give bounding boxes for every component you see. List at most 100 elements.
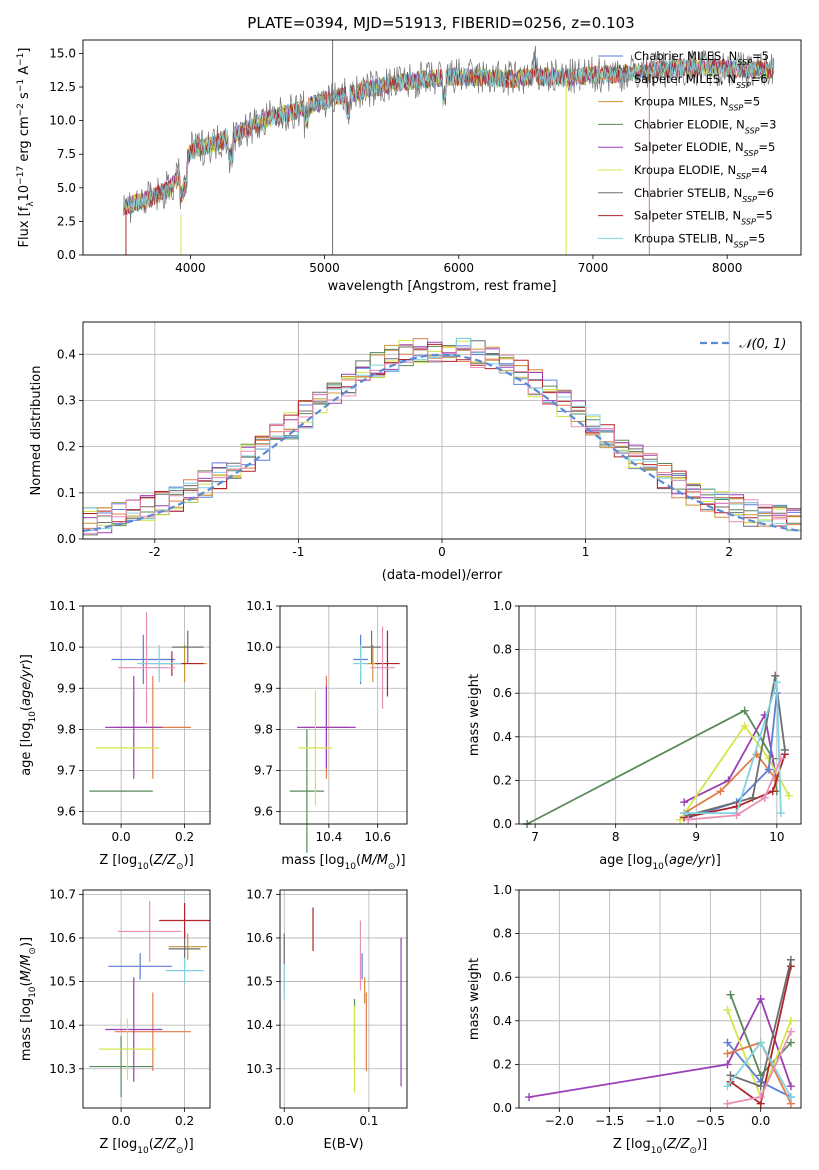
legend-entry-value: =6	[757, 186, 774, 200]
y-axis-label-part: M/M	[19, 955, 34, 982]
legend-entry-text: Kroupa ELODIE, N	[634, 163, 736, 177]
x-tick-label: 9	[692, 830, 700, 844]
y-tick-label: 2.5	[57, 214, 76, 228]
x-tick-label: 10.6	[364, 830, 391, 844]
axes-z-weight: −2.0 −1.5 −1.0 −0.5 0.0 0.0 0.2 0.4 0.6 0.8 1.0 Z […	[467, 883, 802, 1156]
y-tick-label: 15.0	[49, 46, 76, 60]
weight-marker	[780, 745, 789, 754]
y-tick-label: 0.0	[493, 1101, 512, 1115]
weight-marker	[784, 791, 793, 800]
legend-entry: Chabrier STELIB, NSSP=6	[634, 186, 774, 204]
x-axis-label: age [log10(age/yr)]	[599, 853, 721, 872]
y-tick-label: 10.0	[49, 640, 76, 654]
x-axis-label-part: (	[356, 853, 361, 868]
legend-entry-text: Chabrier ELODIE, N	[634, 117, 745, 131]
x-axis-label-part: wavelength [Angstrom, rest frame]	[328, 279, 557, 294]
x-tick-label: 7	[531, 830, 539, 844]
y-axis-label-part: 10	[17, 185, 32, 202]
y-tick-label: 9.6	[57, 805, 76, 819]
weight-marker	[723, 1005, 732, 1014]
weight-marker	[786, 955, 795, 964]
x-axis-label-part: 10	[137, 1146, 149, 1156]
axes-frame	[82, 321, 802, 540]
x-axis-label-part: ⊙	[176, 862, 184, 872]
y-axis-label-part: )]	[19, 937, 34, 947]
y-tick-label: 9.7	[254, 764, 273, 778]
x-axis-label-part: mass [log	[281, 853, 344, 868]
x-tick-label: 0.0	[275, 1114, 294, 1128]
y-axis-label-part: ]	[17, 48, 32, 53]
legend-entry-text: Salpeter ELODIE, N	[634, 140, 744, 154]
y-axis-label-part: A	[17, 66, 32, 79]
x-axis-label-part: 10	[652, 862, 664, 872]
weight-line	[688, 758, 782, 821]
y-tick-label: 10.4	[49, 1018, 76, 1032]
legend-entry: Kroupa ELODIE, NSSP=4	[634, 163, 768, 181]
weight-marker	[680, 809, 689, 818]
y-tick-label: 0.2	[493, 773, 512, 787]
legend-entry: Kroupa MILES, NSSP=5	[634, 95, 760, 113]
weight-marker	[786, 1093, 795, 1102]
axes-spectrum: 4000 5000 6000 7000 8000 0.0 2.5 5.0 7.5 10.0 12.5…	[16, 39, 802, 294]
weight-marker	[768, 787, 777, 796]
spectrum-line	[122, 57, 775, 216]
y-tick-label: 10.5	[246, 975, 273, 989]
weight-line	[683, 752, 778, 814]
y-axis-label: mass [log10(M/M⊙)]	[19, 937, 38, 1061]
y-axis-label-part: age [log	[19, 723, 34, 776]
weight-marker	[716, 787, 725, 796]
weight-marker	[756, 1093, 765, 1102]
legend-entry-text: Salpeter STELIB, N	[634, 209, 741, 223]
x-axis-label-part: Z/Z	[153, 1137, 177, 1152]
x-tick-label: 10.4	[315, 830, 342, 844]
y-axis-label-part: −1	[16, 53, 26, 66]
legend-entry-value: =5	[758, 140, 775, 154]
y-axis-label-part: −17	[16, 166, 26, 185]
y-tick-label: 0.0	[57, 532, 76, 546]
y-axis-label: mass weight	[467, 674, 482, 756]
y-axis-label: age [log10(age/yr)]	[19, 654, 38, 776]
x-axis-label: Z [log10(Z/Z⊙)]	[613, 1137, 707, 1156]
x-axis-label-part: age [log	[599, 853, 652, 868]
x-axis-label-part: M/M	[361, 853, 388, 868]
y-axis-label: Normed distribution	[29, 366, 44, 496]
legend-entry-sub: SSP	[737, 58, 752, 67]
x-axis-label-part: (data-model)/error	[382, 568, 503, 583]
legend-entry-sub: SSP	[736, 80, 751, 89]
y-tick-label: 0.0	[57, 248, 76, 262]
x-tick-label: 0.0	[112, 830, 131, 844]
axes-frame	[82, 39, 802, 256]
weight-line	[684, 682, 782, 814]
y-tick-label: 1.0	[493, 599, 512, 613]
weight-marker	[756, 1082, 765, 1091]
legend-entry: Kroupa STELIB, NSSP=5	[634, 231, 765, 249]
y-tick-label: 12.5	[49, 80, 76, 94]
axes-residuals: -2 -1 0 1 2 0.0 0.1 0.2 0.3 0.4 𝒩(0, 1) (data-model…	[29, 321, 802, 583]
x-axis-label-part: )]	[395, 853, 405, 868]
y-axis-label-part: 10	[28, 986, 38, 998]
y-axis-label-part: (	[19, 706, 34, 711]
x-tick-label: 10	[769, 830, 784, 844]
y-tick-label: 10.4	[246, 1018, 273, 1032]
x-axis-label: E(B-V)	[323, 1137, 363, 1152]
legend-entry-sub: SSP	[736, 172, 751, 181]
legend-entry-sub: SSP	[741, 217, 756, 226]
x-axis-label-part: Z [log	[613, 1137, 651, 1152]
x-axis-label: wavelength [Angstrom, rest frame]	[328, 279, 557, 294]
legend-entry-value: =4	[751, 163, 768, 177]
legend-entry-text: Kroupa STELIB, N	[634, 231, 734, 245]
y-axis-label-part: mass weight	[467, 674, 482, 756]
y-tick-label: 10.3	[49, 1062, 76, 1076]
y-axis-label-part: −2	[16, 103, 26, 116]
x-axis-label-part: Z/Z	[153, 853, 177, 868]
legend-entry-sub: SSP	[729, 103, 744, 112]
y-tick-label: 0.0	[493, 817, 512, 831]
x-tick-label: 6000	[444, 261, 475, 275]
weight-marker	[684, 815, 693, 824]
x-tick-label: 0.2	[175, 830, 194, 844]
y-tick-label: 9.9	[254, 681, 273, 695]
legend-entry-value: =3	[760, 117, 777, 131]
x-tick-label: 7000	[578, 261, 609, 275]
axes-frame	[82, 605, 211, 825]
legend-entry-sub: SSP	[745, 126, 760, 135]
